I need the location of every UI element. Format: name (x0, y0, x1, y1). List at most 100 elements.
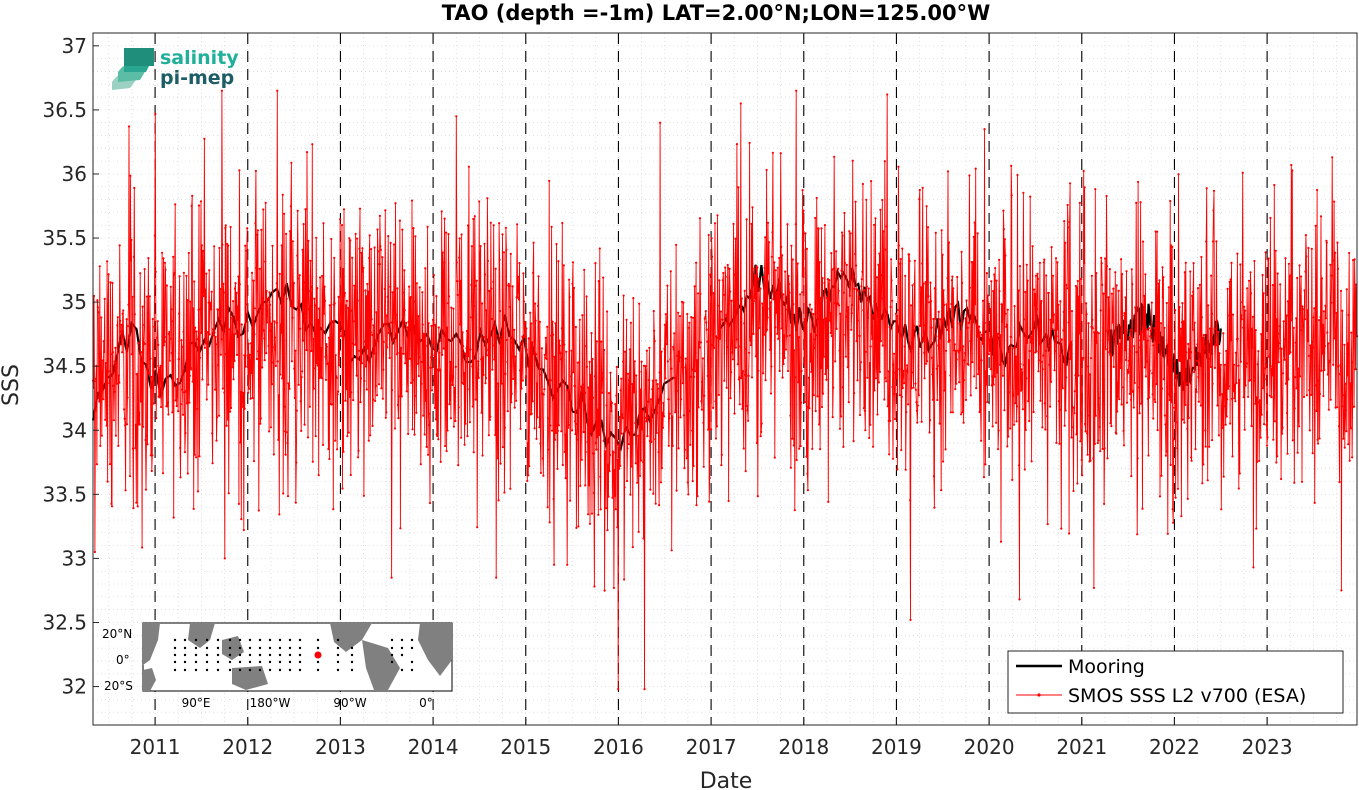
smos-point (919, 311, 922, 314)
smos-point (778, 369, 781, 373)
smos-point (138, 411, 141, 414)
smos-point (813, 338, 816, 341)
smos-point (769, 301, 772, 304)
smos-point (412, 300, 416, 303)
smos-point (1313, 307, 1316, 310)
smos-point (1017, 289, 1020, 292)
smos-point (99, 385, 102, 388)
inset-lon-180w: 180°W (250, 696, 291, 710)
smos-point (691, 480, 694, 483)
smos-point (304, 208, 307, 211)
inset-dot (194, 646, 198, 650)
smos-point (646, 416, 650, 419)
smos-point (291, 240, 294, 243)
smos-point (379, 248, 382, 251)
smos-point (1105, 194, 1108, 198)
smos-point (785, 308, 789, 311)
smos-point (207, 383, 210, 386)
smos-point (1011, 347, 1014, 350)
smos-point (1134, 306, 1137, 309)
smos-point (1062, 329, 1065, 332)
smos-point (323, 299, 327, 302)
inset-dot (288, 653, 292, 657)
smos-point (1220, 406, 1223, 409)
chart-title: TAO (depth =-1m) LAT=2.00°N;LON=125.00°W (442, 1, 991, 25)
smos-point (742, 404, 745, 407)
inset-dot (268, 668, 272, 672)
smos-point (1304, 234, 1307, 237)
smos-point (793, 509, 796, 512)
smos-point (177, 410, 180, 413)
smos-point (976, 335, 979, 338)
smos-point (535, 437, 538, 440)
smos-point (997, 429, 1000, 432)
smos-point (288, 387, 291, 390)
smos-point (1270, 396, 1273, 399)
smos-point (285, 232, 288, 235)
smos-point (1210, 274, 1213, 277)
smos-point (1233, 397, 1236, 400)
inset-dot (205, 660, 209, 664)
smos-point (1273, 183, 1276, 187)
smos-point (1194, 448, 1197, 451)
smos-point (1339, 289, 1343, 293)
smos-point (188, 374, 191, 377)
smos-point (1051, 274, 1055, 277)
smos-point (898, 368, 901, 371)
smos-point (510, 401, 513, 404)
smos-point (714, 437, 718, 440)
smos-point (654, 502, 657, 505)
smos-point (683, 448, 687, 451)
smos-point (389, 285, 392, 288)
smos-point (582, 430, 585, 434)
smos-point (332, 508, 335, 511)
smos-point (907, 403, 910, 406)
smos-point (1084, 422, 1087, 426)
smos-point (1060, 527, 1063, 530)
smos-point (1195, 390, 1198, 393)
smos-point (1296, 451, 1299, 454)
y-tick-37: 37 (62, 34, 87, 58)
smos-point (153, 325, 156, 328)
smos-point (1162, 378, 1165, 381)
smos-point (1294, 341, 1297, 344)
smos-point (1353, 405, 1356, 408)
smos-point (520, 356, 524, 359)
smos-point (1021, 371, 1024, 374)
smos-point (1003, 409, 1006, 412)
smos-point (410, 381, 413, 384)
smos-point (780, 327, 783, 330)
smos-point (408, 357, 411, 360)
smos-point (210, 290, 213, 293)
smos-point (944, 370, 947, 373)
smos-point (1008, 346, 1011, 349)
smos-point (1283, 358, 1286, 361)
smos-point (819, 296, 822, 299)
inset-dot (173, 668, 177, 672)
smos-point (819, 448, 822, 451)
smos-point (1103, 502, 1106, 505)
smos-point (765, 330, 768, 333)
smos-point (823, 224, 827, 227)
smos-point (1236, 337, 1239, 340)
smos-point (759, 287, 762, 290)
smos-point (790, 244, 793, 247)
inset-dot (258, 638, 262, 642)
smos-point (540, 347, 544, 350)
smos-point (1242, 396, 1245, 399)
inset-lon-0: 0° (419, 696, 433, 710)
smos-point (227, 244, 230, 247)
smos-point (609, 371, 612, 374)
smos-point (1108, 268, 1111, 271)
smos-point (370, 318, 373, 321)
inset-dot (278, 668, 282, 672)
smos-point (256, 229, 259, 232)
smos-point (274, 348, 277, 351)
smos-point (1171, 508, 1174, 511)
inset-dot (194, 653, 198, 657)
smos-point (311, 460, 314, 463)
smos-point (821, 392, 825, 395)
smos-point (1131, 283, 1134, 286)
smos-point (344, 304, 347, 307)
smos-point (367, 290, 370, 293)
